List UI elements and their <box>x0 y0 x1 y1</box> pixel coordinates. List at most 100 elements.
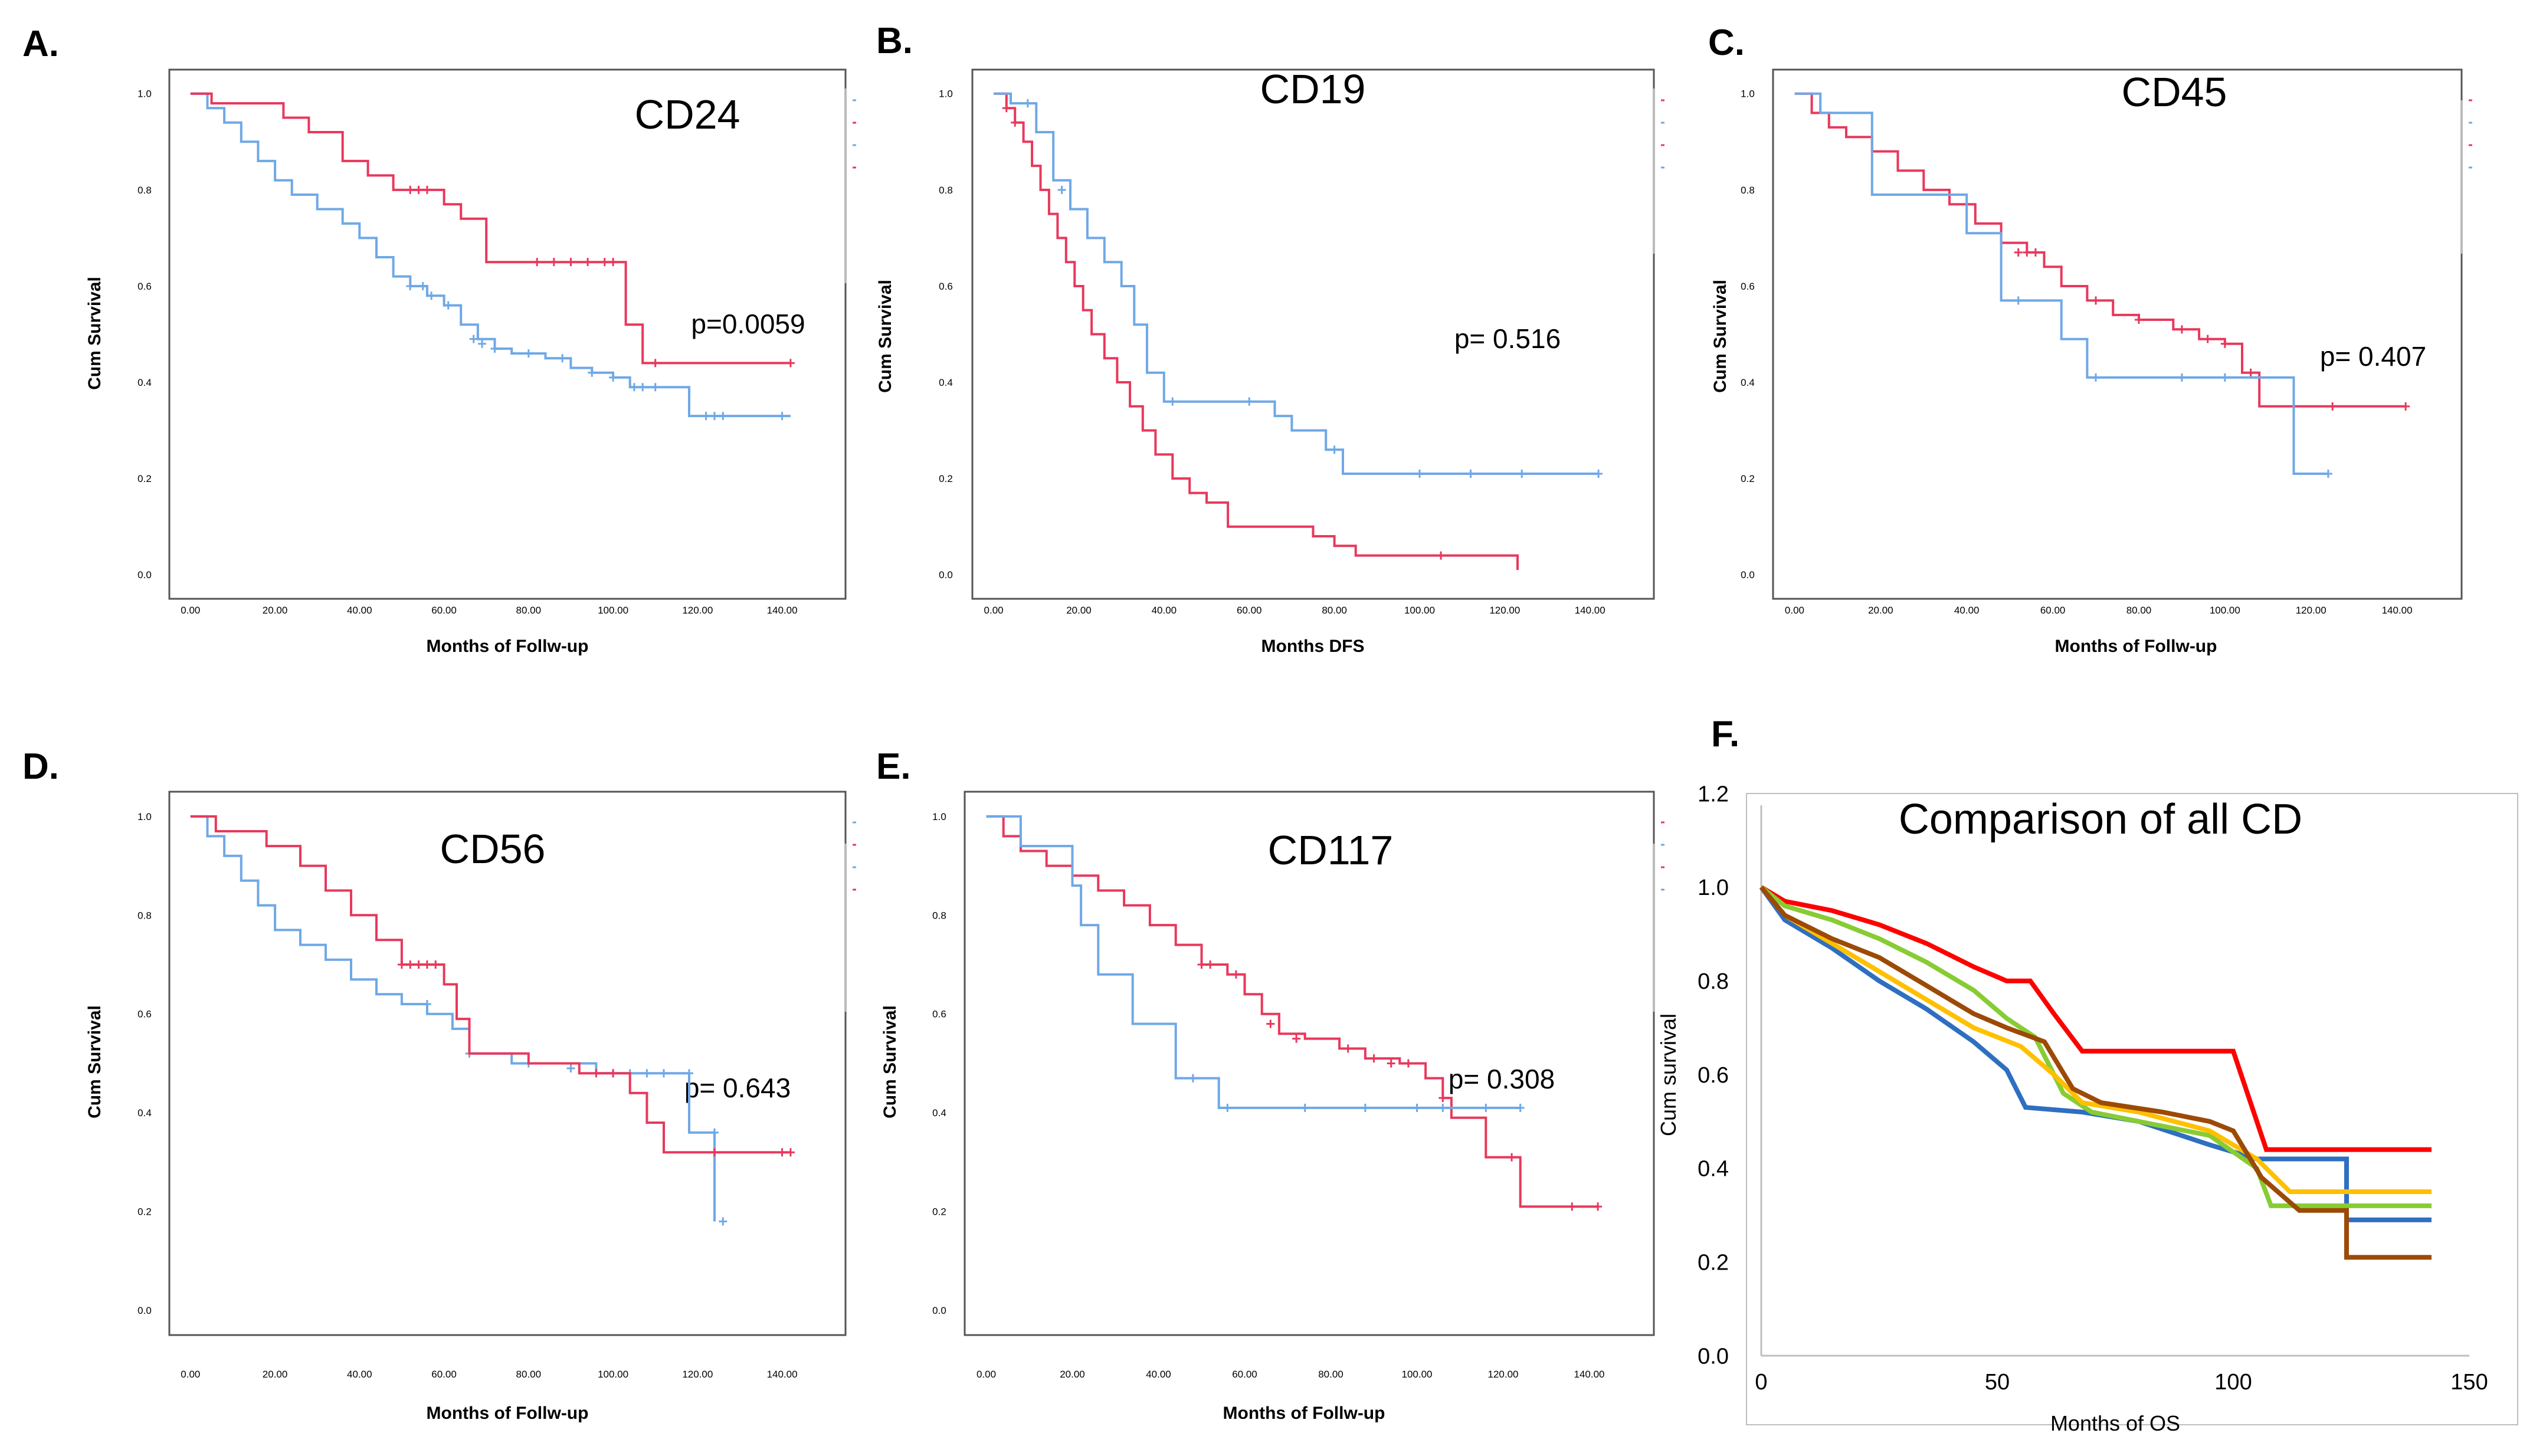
x-tick-label: 120.00 <box>682 605 713 616</box>
x-tick-label: 60.00 <box>1237 605 1262 616</box>
censor-mark-red <box>609 1069 618 1078</box>
censor-mark-red <box>414 185 423 194</box>
x-tick-label: 100.00 <box>598 605 628 616</box>
p-value-annotation: p= 0.407 <box>2320 341 2426 372</box>
x-axis-label: Months DFS <box>1261 637 1365 656</box>
y-tick-label: 0.8 <box>1698 969 1729 994</box>
panels: A. CD24 p=0.0059 Cum Survival Months of Foll… <box>22 21 2518 1435</box>
y-tick-label: 0.8 <box>137 910 152 921</box>
p-value-annotation: p= 0.516 <box>1454 323 1561 354</box>
survival-curve-blue <box>986 815 1521 1109</box>
censor-mark-blue <box>422 1000 431 1009</box>
x-tick-label: 60.00 <box>431 605 457 616</box>
y-tick-label: 0.0 <box>137 1305 152 1316</box>
censor-mark-blue <box>490 344 499 353</box>
x-tick-label: 100 <box>2214 1370 2252 1395</box>
y-tick-label: 0.6 <box>137 281 152 292</box>
x-tick-label: 140.00 <box>2382 605 2413 616</box>
survival-curve-red <box>994 92 1519 570</box>
panel-label: E. <box>876 746 911 787</box>
y-tick-label: 0.2 <box>939 473 953 484</box>
censor-mark-red <box>1508 1153 1516 1162</box>
x-tick-label: 60.00 <box>431 1369 457 1380</box>
censor-mark-blue <box>2220 373 2229 382</box>
censor-mark-blue <box>1023 99 1032 108</box>
censor-mark-blue <box>684 1069 693 1078</box>
y-tick-label: 0.4 <box>932 1107 946 1119</box>
y-tick-label: 0.8 <box>939 185 953 196</box>
censor-mark-blue <box>1482 1103 1490 1112</box>
censor-mark-blue <box>778 412 787 421</box>
censor-mark-red <box>600 258 609 267</box>
x-tick-label: 120.00 <box>2296 605 2326 616</box>
censor-mark-red <box>1404 1059 1413 1068</box>
censor-mark-red <box>549 258 558 267</box>
censor-mark-blue <box>1466 469 1475 478</box>
y-tick-label: 0.4 <box>1741 377 1755 388</box>
x-tick-label: 140.00 <box>1574 1369 1605 1380</box>
censor-mark-blue <box>1361 1103 1369 1112</box>
x-axis-label: Months of Follw-up <box>1223 1403 1385 1423</box>
x-tick-label: 40.00 <box>1146 1369 1171 1380</box>
x-tick-label: 0.00 <box>1785 605 1804 616</box>
censor-mark-blue <box>1516 1103 1525 1112</box>
censor-mark-red <box>592 1069 601 1078</box>
y-tick-label: 0.2 <box>1741 473 1755 484</box>
censor-mark-red <box>2220 339 2229 348</box>
survival-curve-red <box>1759 885 2432 1152</box>
censor-mark-blue <box>2014 296 2023 305</box>
x-tick-label: 20.00 <box>263 1369 288 1380</box>
censor-mark-red <box>1292 1034 1301 1043</box>
plot-frame <box>964 791 1655 1336</box>
y-tick-label: 0.0 <box>939 569 953 581</box>
censor-mark-blue <box>702 412 710 421</box>
censor-mark-red <box>1197 960 1206 969</box>
censor-mark-red <box>584 258 592 267</box>
censor-mark-blue <box>524 349 533 358</box>
x-tick-label: 80.00 <box>2126 605 2152 616</box>
panel-d: D. CD56 p= 0.643 Cum Survival Months of Foll… <box>22 746 856 1423</box>
x-tick-label: 80.00 <box>516 1369 542 1380</box>
censor-mark-red <box>1206 960 1215 969</box>
y-axis-label: Cum Survival <box>876 280 895 393</box>
x-tick-label: 40.00 <box>1954 605 1980 616</box>
censor-mark-blue <box>558 354 567 363</box>
censor-mark-red <box>1231 970 1240 979</box>
censor-mark-red <box>414 960 423 969</box>
censor-mark-blue <box>478 339 487 348</box>
censor-mark-blue <box>406 281 415 290</box>
censor-mark-blue <box>444 301 453 310</box>
panel-e: E. CD117 p= 0.308 Cum Survival Months of Fol… <box>876 746 1664 1423</box>
survival-curve-blue <box>1759 886 2432 1222</box>
censor-mark-red <box>2177 325 2186 334</box>
y-tick-label: 0.4 <box>939 377 953 388</box>
survival-curve-blue <box>1794 92 2328 475</box>
censor-mark-red <box>422 185 431 194</box>
censor-mark-blue <box>469 335 478 343</box>
x-tick-label: 20.00 <box>1066 605 1092 616</box>
x-tick-label: 100.00 <box>2210 605 2240 616</box>
plot-frame <box>1772 68 2463 600</box>
censor-mark-blue <box>1168 397 1177 406</box>
y-tick-label: 0.4 <box>137 377 152 388</box>
censor-mark-red <box>1002 104 1011 113</box>
censor-mark-red <box>1438 1094 1447 1103</box>
plot-frame <box>168 68 847 600</box>
censor-mark-red <box>2023 248 2031 257</box>
x-tick-label: 50 <box>1985 1370 2010 1395</box>
y-tick-label: 0.2 <box>137 473 152 484</box>
censor-mark-red <box>431 960 440 969</box>
x-axis-label: Months of OS <box>2050 1411 2180 1435</box>
plot-frame <box>971 68 1655 600</box>
y-tick-label: 0.2 <box>1698 1250 1729 1275</box>
censor-mark-red <box>2328 402 2337 411</box>
chart-title: CD56 <box>440 826 546 872</box>
y-axis-label: Cum Survival <box>85 277 104 390</box>
x-tick-label: 20.00 <box>1868 605 1893 616</box>
censor-mark-red <box>566 258 575 267</box>
censor-mark-red <box>651 359 660 368</box>
censor-mark-red <box>2401 402 2410 411</box>
censor-mark-blue <box>566 1064 575 1073</box>
censor-mark-red <box>778 1148 787 1157</box>
